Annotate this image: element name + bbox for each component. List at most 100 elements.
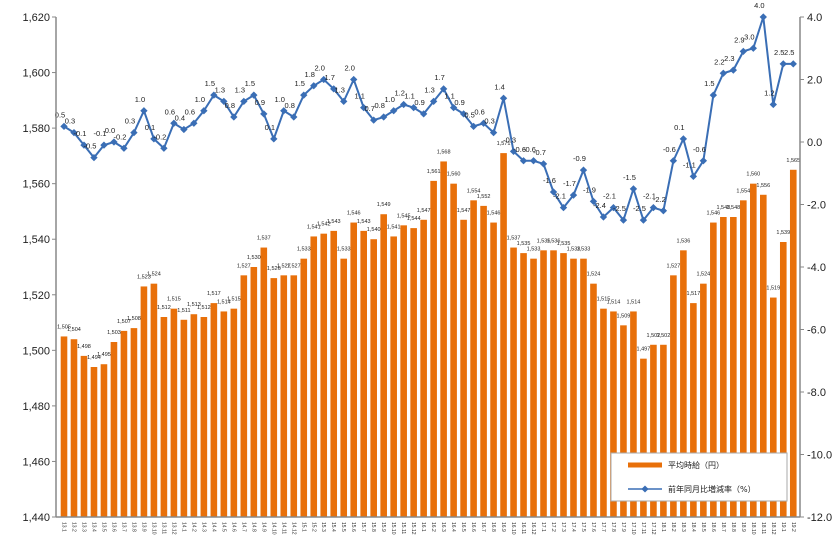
- line-marker: [310, 82, 318, 90]
- bar-data-label: 1,540: [367, 227, 381, 233]
- line-marker: [669, 157, 678, 165]
- bar-data-label: 1,514: [607, 299, 621, 305]
- line-data-label: -0.6: [663, 145, 676, 154]
- line-data-label: -1.1: [683, 160, 696, 169]
- line-data-label: 0.5: [464, 110, 474, 119]
- x-axis-tick-label: 15.11: [400, 522, 406, 534]
- line-data-label: 1.1: [444, 92, 454, 101]
- bar-data-label: 1,541: [307, 224, 321, 230]
- x-axis-tick-label: 14.2: [190, 522, 196, 532]
- x-axis-tick-label: 14.7: [240, 522, 246, 532]
- bar: [230, 308, 238, 517]
- bar: [90, 367, 98, 517]
- bar: [680, 250, 687, 518]
- bar: [190, 314, 198, 517]
- line-data-label: 0.4: [175, 114, 185, 123]
- bar-data-label: 1,552: [477, 194, 491, 200]
- bar: [710, 222, 717, 518]
- bar: [550, 250, 557, 518]
- x-axis-tick-label: 16.3: [440, 522, 446, 532]
- bar-data-label: 1,505: [57, 324, 71, 330]
- x-axis-tick-label: 15.4: [330, 522, 336, 532]
- bar-data-label: 1,554: [467, 188, 481, 194]
- bar: [350, 222, 358, 518]
- bar-data-label: 1,547: [417, 208, 431, 214]
- x-axis-tick-label: 14.9: [260, 522, 266, 532]
- bar: [340, 258, 348, 517]
- bar: [510, 247, 517, 518]
- bar-data-label: 1,539: [776, 230, 790, 236]
- bar-series: [60, 153, 797, 518]
- x-axis-tick-label: 14.12: [290, 522, 296, 535]
- line-marker: [729, 66, 738, 74]
- line-marker: [330, 85, 338, 93]
- x-axis-tick-label: 14.11: [280, 522, 286, 534]
- line-marker: [719, 69, 728, 77]
- line-data-label: -1.5: [623, 173, 636, 182]
- bar: [570, 258, 577, 517]
- x-axis-tick-label: 17.5: [580, 522, 586, 532]
- x-axis-tick-label: 13.7: [120, 522, 126, 532]
- x-axis-tick-label: 18.6: [710, 522, 716, 532]
- x-axis-tick-label: 17.9: [620, 522, 626, 532]
- line-marker: [220, 97, 228, 106]
- x-axis-tick-label: 16.5: [460, 522, 466, 532]
- x-axis-tick-label: 14.3: [200, 522, 206, 532]
- left-axis-tick-label: 1,500: [22, 345, 50, 357]
- line-data-label: 2.2: [714, 57, 724, 66]
- bar: [110, 342, 118, 517]
- bar: [80, 355, 88, 517]
- x-axis-tick-label: 15.8: [370, 522, 376, 532]
- bar: [660, 344, 667, 517]
- bar: [720, 217, 727, 517]
- bar: [120, 330, 128, 517]
- x-axis-tick-label: 17.3: [560, 522, 566, 532]
- line-data-label: 0.8: [374, 101, 384, 110]
- line-data-label: 1.3: [335, 85, 345, 94]
- bar-data-label: 1,546: [706, 211, 720, 217]
- line-marker: [350, 75, 358, 84]
- bar-data-label: 1,515: [167, 297, 181, 303]
- x-axis-tick-label: 16.9: [500, 522, 506, 532]
- line-data-label: 1.7: [325, 73, 335, 82]
- bar-data-label: 1,509: [617, 313, 631, 319]
- bar-data-label: 1,571: [497, 141, 511, 147]
- bar-data-label: 1,512: [157, 305, 171, 311]
- left-axis-tick-label: 1,540: [22, 234, 50, 246]
- line-marker: [170, 119, 178, 127]
- line-series: [60, 13, 797, 224]
- bar: [320, 233, 328, 517]
- line-marker: [110, 138, 118, 146]
- bar: [140, 286, 148, 517]
- bar-data-label: 1,547: [457, 208, 471, 214]
- line-data-label: 0.6: [185, 107, 195, 116]
- x-axis-tick-label: 17.11: [640, 522, 646, 534]
- bar: [170, 308, 178, 517]
- line-data-label: 1.2: [394, 89, 404, 98]
- line-marker: [629, 185, 638, 193]
- line-data-label: -0.9: [573, 154, 586, 163]
- x-axis-tick-label: 14.8: [250, 522, 256, 532]
- line-data-label: 0.9: [454, 98, 464, 107]
- x-axis-tick-label: 16.7: [480, 522, 486, 532]
- x-axis-tick-label: 17.4: [570, 522, 576, 532]
- bar: [360, 230, 367, 517]
- line-marker: [300, 91, 308, 99]
- x-axis-tick-label: 18.8: [730, 522, 736, 532]
- line-marker: [230, 113, 238, 121]
- x-axis-tick-label: 13.11: [160, 522, 166, 534]
- line-data-label: 0.3: [125, 117, 135, 126]
- line-data-label: 0.8: [225, 101, 235, 110]
- left-axis-tick-label: 1,580: [22, 123, 50, 135]
- line-data-label: -0.1: [93, 129, 106, 138]
- line-data-label: 0.6: [474, 107, 484, 116]
- x-axis-tick-label: 17.6: [590, 522, 596, 532]
- x-axis-tick-label: 13.6: [110, 522, 116, 532]
- line-data-label: 2.5: [774, 48, 784, 57]
- line-data-label: 0.6: [165, 107, 175, 116]
- line-marker: [549, 188, 558, 196]
- bar-data-label: 1,533: [577, 247, 591, 253]
- bar: [640, 358, 647, 517]
- bar: [480, 205, 487, 517]
